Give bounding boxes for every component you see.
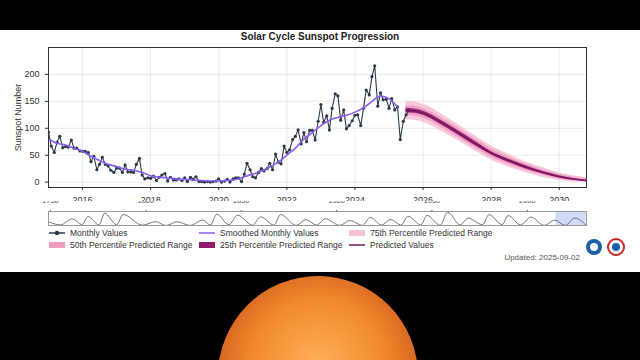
svg-text:2022: 2022 <box>277 195 297 201</box>
html-text:75th Percentile Predicted Rang: 75th Percentile Predicted Range <box>370 228 493 238</box>
svg-text:2016: 2016 <box>73 195 93 201</box>
html-text:Monthly Values: Monthly Values <box>70 228 128 238</box>
html-text:25th Percentile Predicted Rang: 25th Percentile Predicted Range <box>220 240 343 250</box>
svg-text:2030: 2030 <box>549 195 569 201</box>
svg-text:2000: 2000 <box>519 201 536 205</box>
html-text:Solar Cycle Sunspot Progressio: Solar Cycle Sunspot Progression <box>240 31 400 42</box>
svg-text:150: 150 <box>24 96 39 106</box>
svg-text:1750: 1750 <box>42 201 59 205</box>
svg-text:50: 50 <box>29 150 39 160</box>
svg-text:2028: 2028 <box>481 195 501 201</box>
html-text:Predicted Values: Predicted Values <box>370 240 434 250</box>
svg-text:100: 100 <box>24 123 39 133</box>
svg-text:Sunspot Number: Sunspot Number <box>13 84 23 152</box>
svg-text:1800: 1800 <box>137 201 154 205</box>
svg-text:2024: 2024 <box>345 195 365 201</box>
svg-text:1900: 1900 <box>328 201 345 205</box>
svg-text:1850: 1850 <box>233 201 250 205</box>
svg-text:1950: 1950 <box>424 201 441 205</box>
svg-text:0: 0 <box>34 177 39 187</box>
html-text:50th Percentile Predicted Rang: 50th Percentile Predicted Range <box>70 240 193 250</box>
svg-text:2020: 2020 <box>209 195 229 201</box>
html-text:Updated: 2025-09-02: Updated: 2025-09-02 <box>504 253 580 262</box>
svg-text:200: 200 <box>24 69 39 79</box>
html-text:Smoothed Monthly Values: Smoothed Monthly Values <box>220 228 319 238</box>
